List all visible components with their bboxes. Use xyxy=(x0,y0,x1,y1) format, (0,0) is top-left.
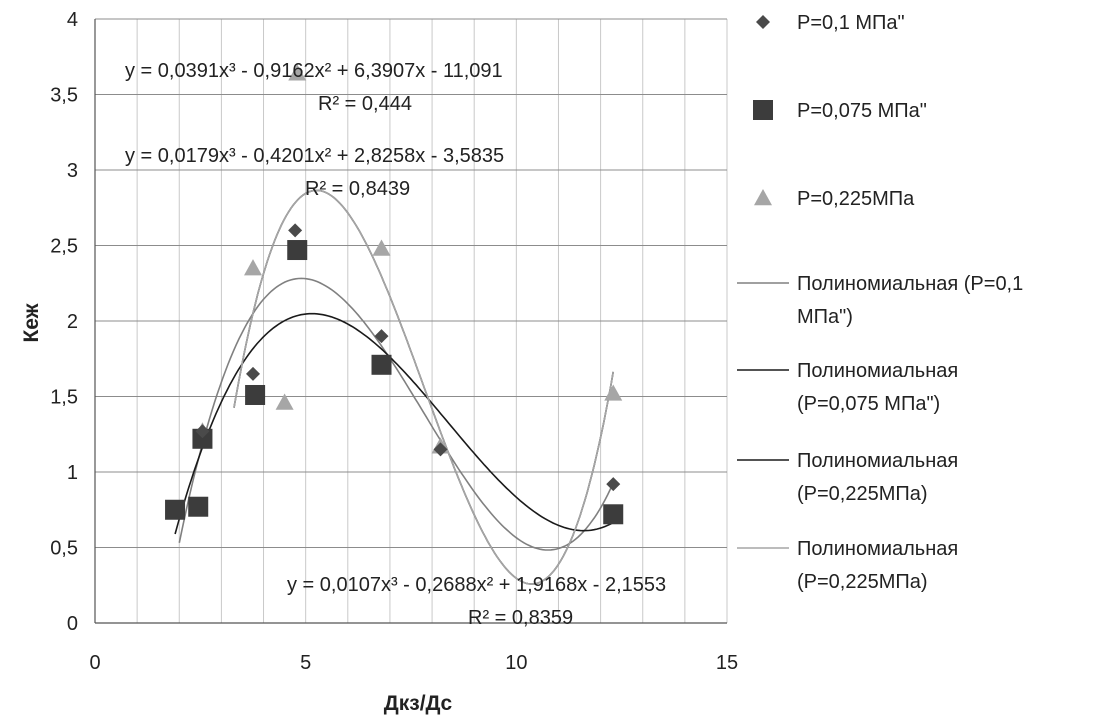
legend-label: P=0,075 МПа" xyxy=(797,100,927,122)
data-points xyxy=(165,64,624,525)
legend-label: Полиномиальная xyxy=(797,450,958,472)
legend: P=0,1 МПа" P=0,075 МПа" P=0,225МПа Полиноми… xyxy=(737,12,1023,593)
data-point-square xyxy=(192,428,213,449)
legend-square-swatch xyxy=(753,100,773,120)
y-tick-label: 2,5 xyxy=(50,236,78,258)
grid xyxy=(94,18,728,624)
y-tick-label: 0,5 xyxy=(50,538,78,560)
trendline xyxy=(233,189,614,585)
x-tick-label: 10 xyxy=(505,652,527,674)
trendline xyxy=(178,277,614,551)
legend-label: Полиномиальная xyxy=(797,360,958,382)
axes: 0 0,5 1 1,5 2 2,5 3 3,5 4 0 5 10 15 xyxy=(50,9,738,674)
legend-label: P=0,225МПа xyxy=(797,188,915,210)
data-point-square xyxy=(188,496,209,517)
y-tick-label: 0 xyxy=(67,613,78,635)
y-tick-label: 3 xyxy=(67,160,78,182)
data-point-square xyxy=(165,499,186,520)
legend-label: (P=0,225МПа) xyxy=(797,571,928,593)
legend-label: (P=0,225МПа) xyxy=(797,483,928,505)
x-tick-label: 15 xyxy=(716,652,738,674)
data-point-diamond xyxy=(374,329,389,344)
equation-label: y = 0,0107x³ - 0,2688x² + 1,9168x - 2,15… xyxy=(287,574,666,596)
data-point-triangle xyxy=(275,393,294,410)
legend-label: P=0,1 МПа" xyxy=(797,12,905,34)
data-point-triangle xyxy=(244,259,262,276)
data-point-diamond xyxy=(288,223,303,238)
y-tick-label: 4 xyxy=(67,9,78,31)
data-point-diamond xyxy=(246,366,260,381)
y-axis-title: Кеж xyxy=(20,302,43,342)
data-point-diamond xyxy=(606,477,621,492)
data-point-square xyxy=(603,504,624,525)
y-tick-label: 1,5 xyxy=(50,387,78,409)
legend-triangle-swatch xyxy=(754,189,772,206)
trendline xyxy=(174,312,614,535)
equation-label: y = 0,0179x³ - 0,4201x² + 2,8258x - 3,58… xyxy=(125,145,504,167)
data-point-square xyxy=(371,354,392,375)
data-point-diamond xyxy=(195,424,210,439)
y-tick-label: 1 xyxy=(67,462,78,484)
y-tick-label: 2 xyxy=(67,311,78,333)
equation-label: y = 0,0391x³ - 0,9162x² + 6,3907x - 11,0… xyxy=(125,60,503,82)
legend-label: Полиномиальная xyxy=(797,538,958,560)
data-point-triangle xyxy=(288,64,307,81)
x-tick-label: 5 xyxy=(300,652,311,674)
data-point-triangle xyxy=(372,239,391,256)
x-tick-label: 0 xyxy=(89,652,100,674)
data-point-square xyxy=(287,240,308,261)
r-squared-label: R² = 0,444 xyxy=(318,93,412,115)
x-axis-title: Дкз/Дс xyxy=(384,692,453,715)
y-tick-label: 3,5 xyxy=(50,85,78,107)
legend-label: МПа") xyxy=(797,306,853,328)
data-point-triangle xyxy=(604,384,623,401)
legend-diamond-swatch xyxy=(756,15,770,29)
legend-label: (P=0,075 МПа") xyxy=(797,393,940,415)
data-point-diamond xyxy=(433,442,448,457)
r-squared-label: R² = 0,8359 xyxy=(468,607,573,629)
r-squared-label: R² = 0,8439 xyxy=(305,178,410,200)
data-point-square xyxy=(245,384,266,405)
equation-annotations: y = 0,0391x³ - 0,9162x² + 6,3907x - 11,0… xyxy=(125,60,666,629)
legend-label: Полиномиальная (P=0,1 xyxy=(797,273,1023,295)
trendlines xyxy=(174,189,614,585)
